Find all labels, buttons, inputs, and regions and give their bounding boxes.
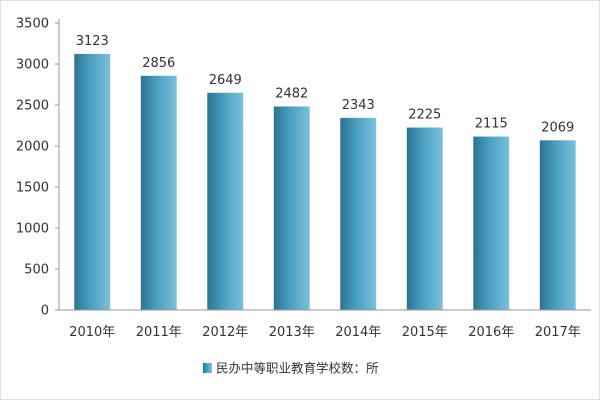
data-label-7: 2069	[541, 120, 574, 135]
data-label-3: 2482	[275, 86, 308, 101]
x-tick-label-7: 2017年	[535, 325, 581, 340]
data-label-6: 2115	[475, 117, 508, 132]
legend-swatch	[203, 363, 212, 373]
x-tick-label-2: 2012年	[202, 325, 248, 340]
bar-4	[340, 117, 377, 311]
y-tick-label: 0	[41, 304, 49, 319]
bar-1	[140, 75, 177, 310]
y-tick-label: 3500	[16, 17, 49, 32]
y-axis: 0 500 1000 1500 2000 2500 3000 3500	[16, 17, 60, 319]
bar-0	[74, 53, 111, 310]
bar-3	[273, 106, 310, 310]
x-axis: 2010年 2011年 2012年 2013年 2014年 2015年 2016年 2017年	[59, 309, 591, 340]
data-label-2: 2649	[209, 73, 242, 88]
bar-5	[406, 127, 443, 310]
bars	[74, 53, 576, 311]
bar-2	[207, 92, 244, 310]
x-tick-label-4: 2014年	[335, 325, 381, 340]
bar-7	[539, 140, 576, 310]
y-tick-label: 3000	[16, 58, 49, 73]
legend-label: 民办中等职业教育学校数：所	[216, 361, 379, 376]
data-label-4: 2343	[342, 98, 375, 113]
data-label-0: 3123	[76, 34, 109, 49]
legend: 民办中等职业教育学校数：所	[203, 361, 379, 376]
x-tick-label-6: 2016年	[468, 325, 514, 340]
x-tick-label-5: 2015年	[402, 325, 448, 340]
x-tick-label-3: 2013年	[269, 325, 315, 340]
data-label-5: 2225	[408, 108, 441, 123]
y-tick-label: 1500	[16, 181, 49, 196]
y-tick-label: 500	[24, 263, 49, 278]
data-labels: 3123 2856 2649 2482 2343 2225 2115 2069	[76, 34, 575, 135]
x-tick-label-1: 2011年	[136, 325, 182, 340]
y-tick-label: 1000	[16, 222, 49, 237]
y-tick-label: 2000	[16, 140, 49, 155]
y-tick-label: 2500	[16, 99, 49, 114]
data-label-1: 2856	[142, 56, 175, 71]
bar-6	[473, 136, 510, 310]
x-tick-label-0: 2010年	[69, 325, 115, 340]
